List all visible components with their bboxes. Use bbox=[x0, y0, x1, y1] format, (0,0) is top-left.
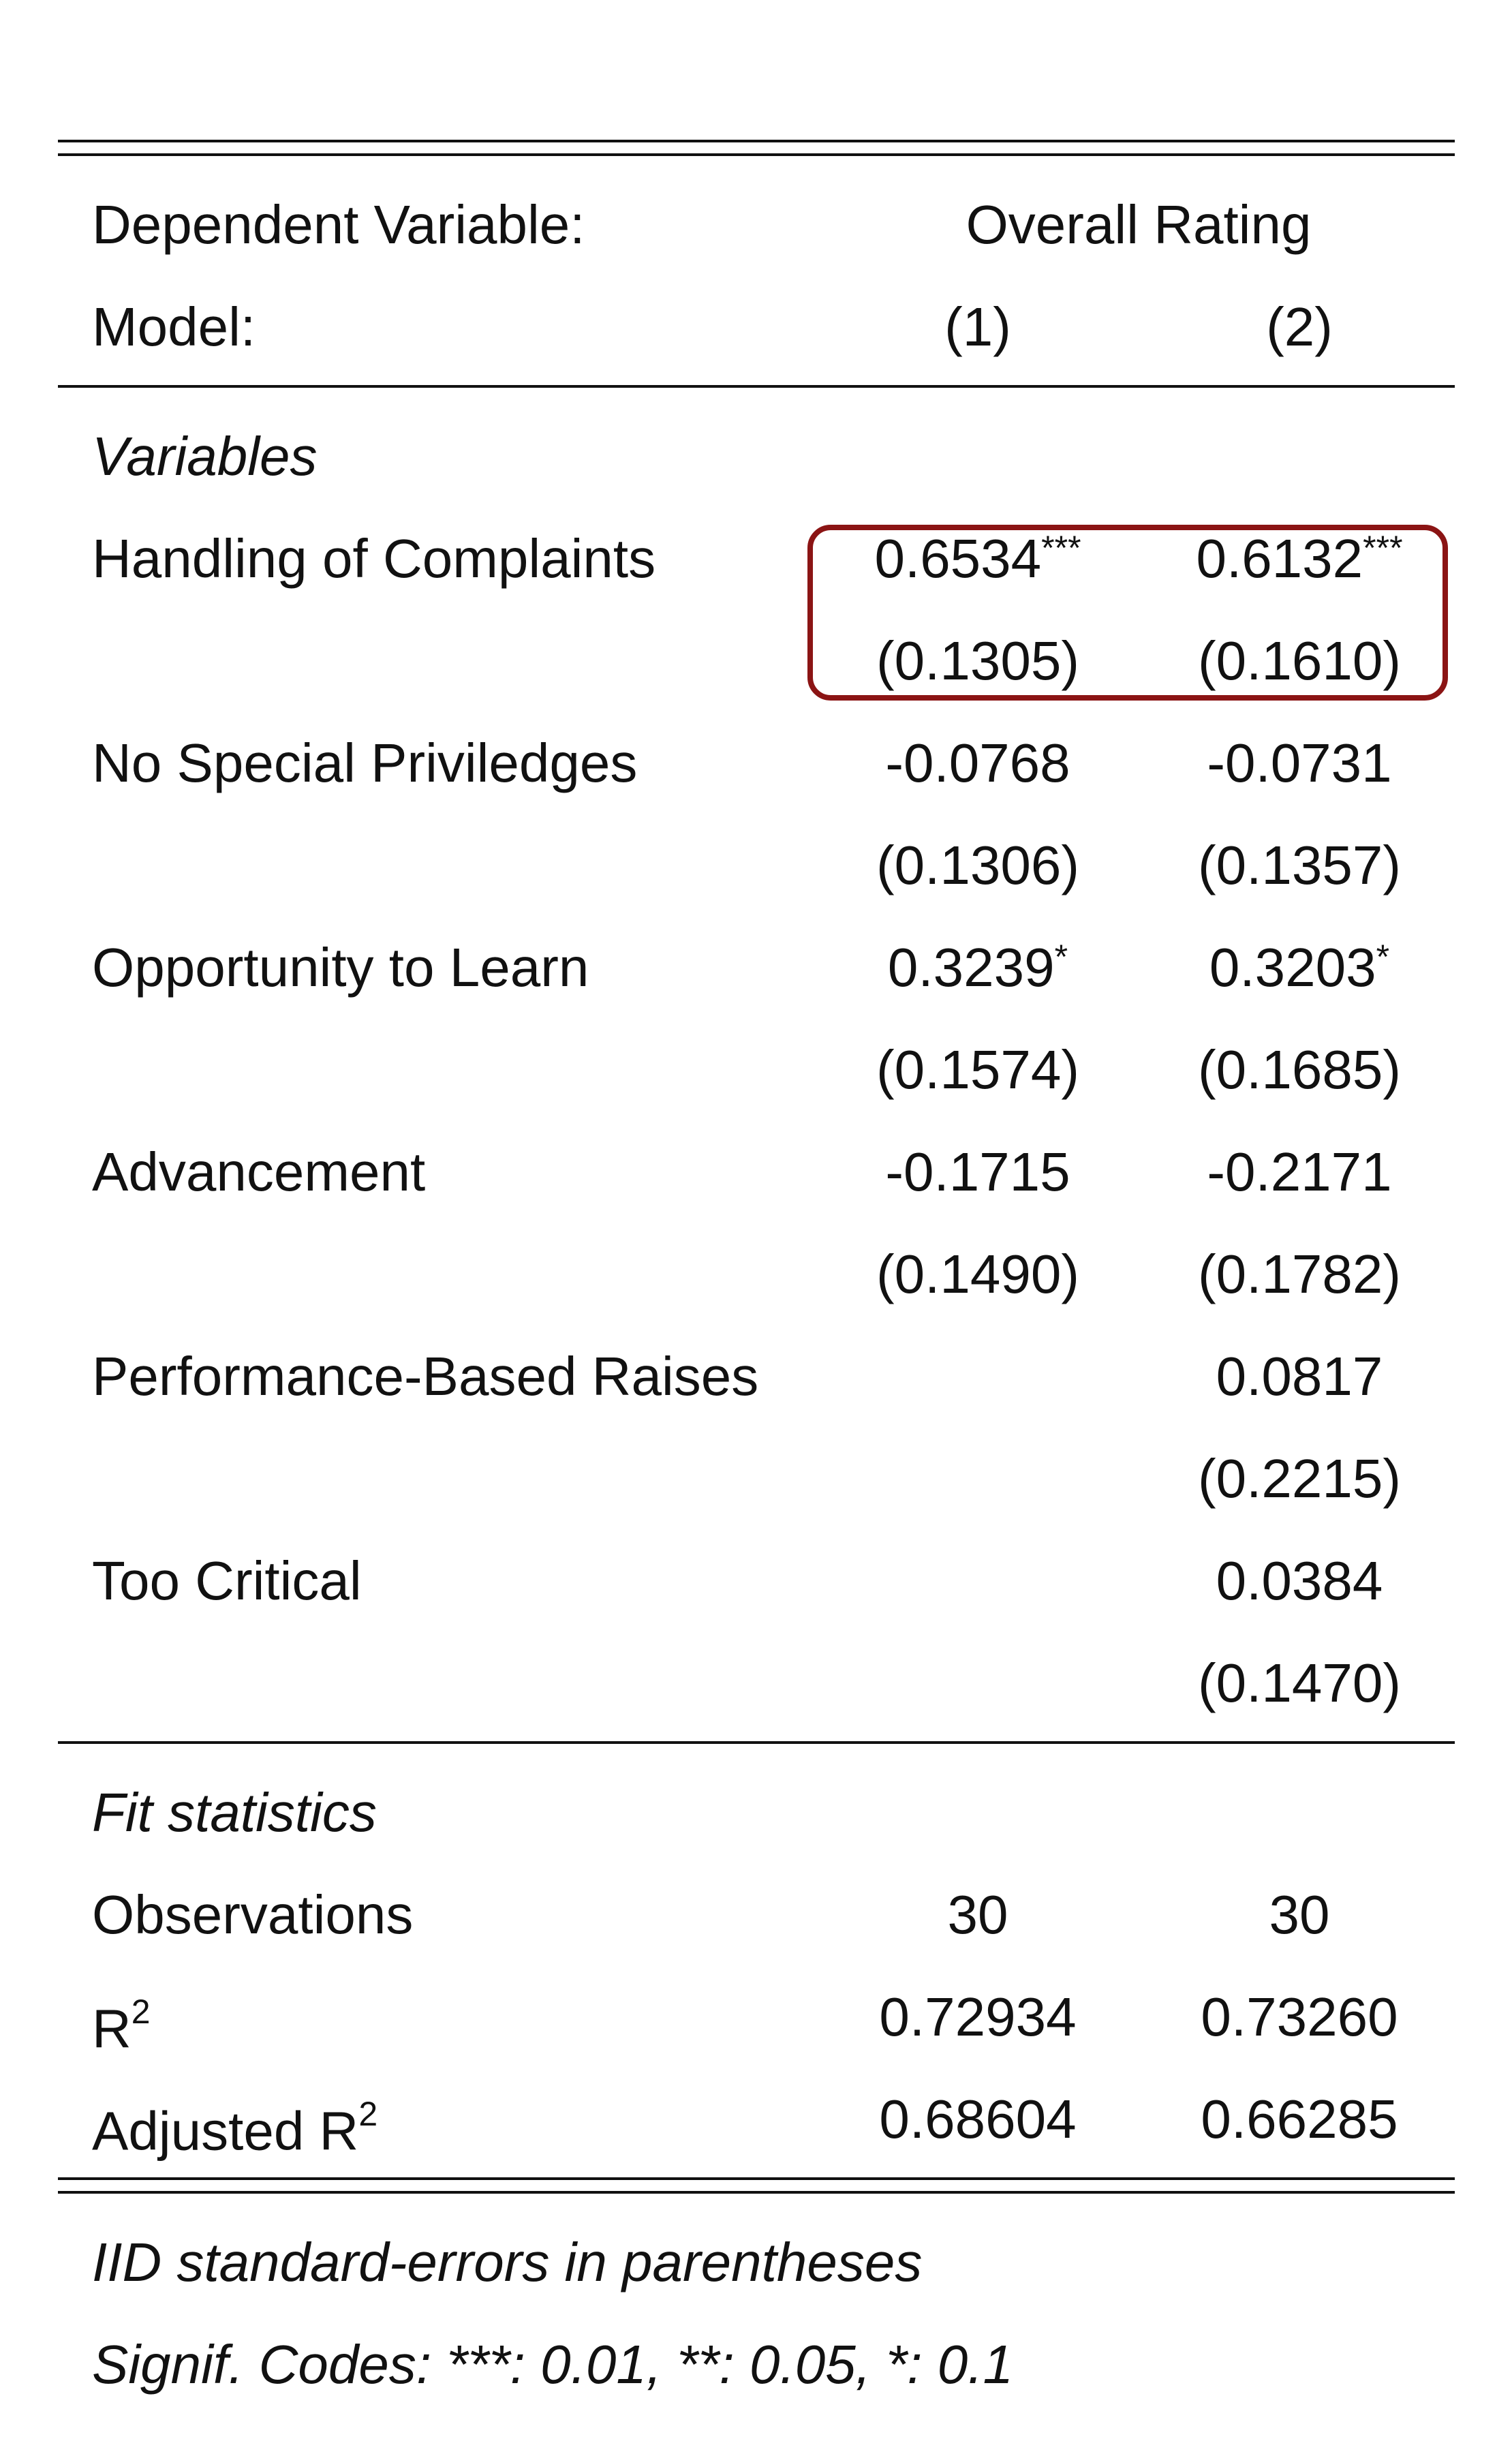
r-squared-value: 0.72934 bbox=[879, 1987, 1077, 2047]
dependent-variable-label: Dependent Variable: bbox=[92, 194, 585, 255]
variable-name: No Special Priviledges bbox=[92, 733, 638, 793]
standard-error-cell: (0.1306) bbox=[876, 835, 1079, 895]
coefficient-cell: -0.0731 bbox=[1207, 733, 1392, 793]
header-rule bbox=[58, 385, 1455, 388]
bottom-rule-1 bbox=[58, 2177, 1455, 2180]
standard-error-cell: (0.1357) bbox=[1198, 835, 1401, 895]
coefficient-cell: 0.6534*** bbox=[874, 528, 1081, 589]
coefficient-cell: -0.1715 bbox=[885, 1141, 1070, 1202]
coefficient-cell: 0.3203* bbox=[1209, 937, 1390, 998]
coefficient-cell: 0.6132*** bbox=[1196, 528, 1403, 589]
standard-error-cell: (0.1490) bbox=[876, 1244, 1079, 1304]
variable-name: Advancement bbox=[92, 1141, 426, 1202]
variables-section-title: Variables bbox=[92, 426, 318, 487]
highlight-box bbox=[807, 525, 1448, 701]
standard-error-cell: (0.2215) bbox=[1198, 1448, 1401, 1509]
observations-value: 30 bbox=[1269, 1884, 1330, 1945]
coefficient-cell: -0.0768 bbox=[885, 733, 1070, 793]
r-squared-label: R2 bbox=[92, 1993, 151, 2059]
variable-name: Performance-Based Raises bbox=[92, 1346, 759, 1407]
standard-error-cell: (0.1685) bbox=[1198, 1039, 1401, 1100]
adjusted-r-squared-value: 0.68604 bbox=[879, 2089, 1077, 2149]
standard-error-cell: (0.1610) bbox=[1198, 630, 1401, 691]
variable-name: Handling of Complaints bbox=[92, 528, 656, 589]
r-squared-value: 0.73260 bbox=[1201, 1987, 1398, 2047]
observations-value: 30 bbox=[947, 1884, 1008, 1945]
observations-label: Observations bbox=[92, 1884, 414, 1945]
model-label: Model: bbox=[92, 296, 256, 357]
significance-codes-note: Signif. Codes: ***: 0.01, **: 0.05, *: 0… bbox=[92, 2334, 1013, 2395]
variable-name: Opportunity to Learn bbox=[92, 937, 589, 998]
top-rule-1 bbox=[58, 140, 1455, 142]
top-rule-2 bbox=[58, 153, 1455, 156]
fit-statistics-section-title: Fit statistics bbox=[92, 1782, 377, 1843]
adjusted-r-squared-label: Adjusted R2 bbox=[92, 2095, 378, 2162]
model-1-header: (1) bbox=[944, 296, 1011, 357]
standard-error-cell: (0.1574) bbox=[876, 1039, 1079, 1100]
standard-error-cell: (0.1305) bbox=[876, 630, 1079, 691]
coefficient-cell: -0.2171 bbox=[1207, 1141, 1392, 1202]
model-2-header: (2) bbox=[1266, 296, 1333, 357]
coefficient-cell: 0.3239* bbox=[887, 937, 1068, 998]
bottom-rule-2 bbox=[58, 2191, 1455, 2194]
standard-errors-note: IID standard-errors in parentheses bbox=[92, 2232, 923, 2292]
variable-name: Too Critical bbox=[92, 1550, 362, 1611]
dependent-variable-value: Overall Rating bbox=[966, 194, 1312, 255]
standard-error-cell: (0.1782) bbox=[1198, 1244, 1401, 1304]
coefficient-cell: 0.0384 bbox=[1216, 1550, 1383, 1611]
standard-error-cell: (0.1470) bbox=[1198, 1653, 1401, 1713]
coefficient-cell: 0.0817 bbox=[1216, 1346, 1383, 1407]
fit-section-rule bbox=[58, 1741, 1455, 1744]
adjusted-r-squared-value: 0.66285 bbox=[1201, 2089, 1398, 2149]
